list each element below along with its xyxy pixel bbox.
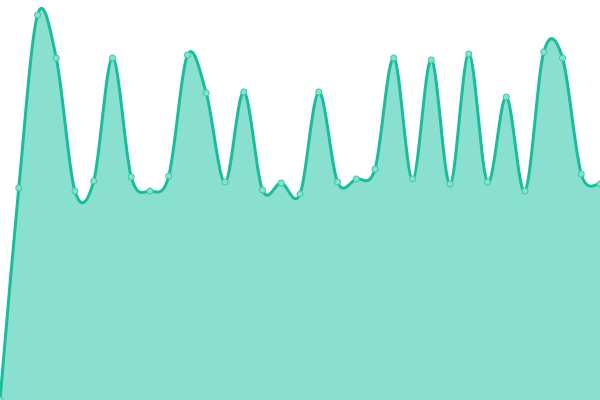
data-point-24 — [446, 180, 454, 188]
data-point-0 — [0, 396, 4, 400]
data-point-23 — [427, 56, 435, 64]
data-point-3 — [52, 54, 60, 62]
data-point-18 — [334, 178, 341, 186]
data-point-12 — [221, 178, 229, 186]
data-point-2 — [34, 11, 41, 19]
data-point-22 — [409, 175, 416, 183]
data-point-4 — [71, 187, 79, 195]
data-point-29 — [540, 48, 548, 56]
data-point-13 — [240, 88, 248, 96]
data-point-11 — [202, 89, 210, 97]
data-point-9 — [165, 172, 173, 180]
data-point-27 — [502, 93, 510, 101]
data-points — [0, 11, 600, 400]
data-point-26 — [484, 178, 491, 186]
data-point-21 — [390, 54, 398, 62]
data-point-6 — [109, 54, 116, 62]
data-point-30 — [559, 54, 566, 62]
data-point-20 — [371, 165, 379, 173]
data-point-32 — [596, 180, 600, 188]
data-point-19 — [352, 175, 360, 183]
data-point-8 — [146, 187, 154, 195]
data-point-7 — [127, 173, 135, 181]
data-point-10 — [184, 51, 191, 59]
data-point-5 — [90, 177, 98, 185]
data-point-16 — [296, 190, 304, 198]
data-point-15 — [277, 179, 285, 187]
data-point-17 — [315, 88, 323, 96]
data-point-25 — [465, 50, 473, 58]
data-point-14 — [259, 186, 266, 194]
data-point-28 — [521, 187, 529, 195]
data-point-1 — [15, 184, 23, 192]
area-fill — [0, 8, 600, 400]
data-point-31 — [577, 170, 585, 178]
